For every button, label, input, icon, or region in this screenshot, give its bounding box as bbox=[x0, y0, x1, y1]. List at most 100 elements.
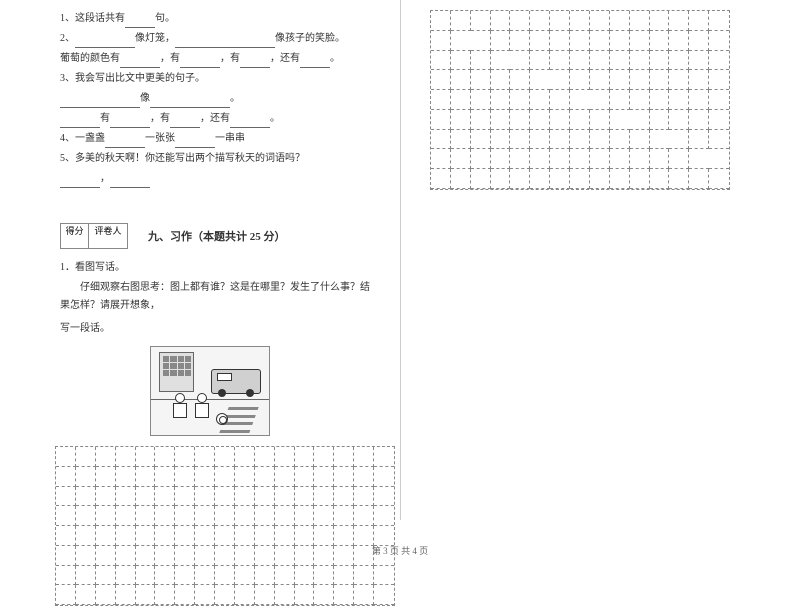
blank bbox=[75, 36, 135, 48]
grid-cell bbox=[451, 110, 471, 130]
grid-cell bbox=[431, 31, 451, 51]
grid-cell bbox=[215, 487, 235, 507]
grid-cell bbox=[610, 169, 630, 189]
q1-before: 这段话共有 bbox=[75, 13, 125, 24]
grid-cell bbox=[669, 130, 689, 150]
q3-l3e: 。 bbox=[270, 113, 280, 124]
grid-cell bbox=[689, 70, 709, 90]
grid-cell bbox=[155, 566, 175, 586]
grid-cell bbox=[491, 31, 511, 51]
grid-cell bbox=[374, 506, 394, 526]
grid-cell bbox=[630, 90, 650, 110]
child-1 bbox=[171, 393, 189, 423]
q3-l2e: 。 bbox=[230, 93, 240, 104]
grid-cell bbox=[709, 169, 729, 189]
grid-cell bbox=[76, 566, 96, 586]
question-5-line1: 5、多美的秋天啊！你还能写出两个描写秋天的词语吗？ bbox=[60, 150, 370, 168]
grid-cell bbox=[570, 169, 590, 189]
q2-p1: 像灯笼， bbox=[135, 33, 175, 44]
grid-cell bbox=[354, 566, 374, 586]
grid-cell bbox=[295, 585, 315, 605]
q2-p2: 像孩子的笑脸。 bbox=[275, 33, 345, 44]
grid-cell bbox=[650, 90, 670, 110]
car-window bbox=[217, 373, 232, 381]
grid-cell bbox=[195, 467, 215, 487]
grid-cell bbox=[610, 110, 630, 130]
grid-cell bbox=[155, 447, 175, 467]
grid-cell bbox=[570, 130, 590, 150]
grid-cell bbox=[215, 467, 235, 487]
grid-cell bbox=[255, 467, 275, 487]
grid-cell bbox=[314, 585, 334, 605]
grid-cell bbox=[491, 110, 511, 130]
grid-cell bbox=[96, 487, 116, 507]
grid-cell bbox=[374, 487, 394, 507]
grid-cell bbox=[136, 487, 156, 507]
grid-cell bbox=[334, 566, 354, 586]
grid-cell bbox=[471, 51, 491, 71]
grid-cell bbox=[431, 130, 451, 150]
grid-cell bbox=[530, 70, 550, 90]
grid-cell bbox=[510, 130, 530, 150]
composition-instruction-end: 写一段话。 bbox=[60, 320, 370, 338]
grid-cell bbox=[136, 506, 156, 526]
grid-cell bbox=[650, 110, 670, 130]
grid-cell bbox=[136, 467, 156, 487]
grid-cell bbox=[195, 566, 215, 586]
grid-cell bbox=[275, 467, 295, 487]
grid-cell bbox=[669, 11, 689, 31]
score-box: 得分 评卷人 bbox=[60, 223, 128, 249]
q5-s: ， bbox=[100, 173, 110, 184]
grid-cell bbox=[689, 11, 709, 31]
right-column bbox=[400, 0, 800, 565]
grid-cell bbox=[709, 31, 729, 51]
grid-cell bbox=[491, 149, 511, 169]
illustration bbox=[150, 346, 270, 436]
grid-cell bbox=[116, 506, 136, 526]
grid-cell bbox=[295, 526, 315, 546]
grid-cell bbox=[650, 149, 670, 169]
grid-cell bbox=[175, 487, 195, 507]
grid-cell bbox=[491, 90, 511, 110]
grid-cell bbox=[96, 447, 116, 467]
q4-num: 4、 bbox=[60, 133, 75, 144]
q3-l3p: 有 bbox=[100, 113, 110, 124]
q2-s2: ，有 bbox=[220, 53, 240, 64]
grid-cell bbox=[590, 90, 610, 110]
car-wheel bbox=[218, 389, 226, 397]
body bbox=[195, 403, 209, 418]
grid-cell bbox=[510, 70, 530, 90]
grid-cell bbox=[431, 110, 451, 130]
writing-grid-left bbox=[55, 446, 395, 606]
grid-cell bbox=[709, 11, 729, 31]
grid-cell bbox=[314, 467, 334, 487]
building bbox=[159, 352, 194, 392]
grid-cell bbox=[491, 70, 511, 90]
grid-cell bbox=[215, 585, 235, 605]
grid-cell bbox=[235, 526, 255, 546]
grid-cell bbox=[491, 11, 511, 31]
grid-cell bbox=[56, 467, 76, 487]
question-2-line1: 2、像灯笼，像孩子的笑脸。 bbox=[60, 30, 370, 48]
blank bbox=[125, 16, 155, 28]
q5-t: 多美的秋天啊！你还能写出两个描写秋天的词语吗？ bbox=[75, 153, 305, 164]
grid-cell bbox=[689, 51, 709, 71]
grid-cell bbox=[650, 51, 670, 71]
grid-cell bbox=[550, 90, 570, 110]
grid-cell bbox=[530, 90, 550, 110]
grid-cell bbox=[590, 51, 610, 71]
grid-cell bbox=[510, 31, 530, 51]
grid-cell bbox=[610, 11, 630, 31]
grid-cell bbox=[96, 467, 116, 487]
grid-cell bbox=[630, 169, 650, 189]
grid-cell bbox=[155, 487, 175, 507]
grid-cell bbox=[314, 566, 334, 586]
grid-cell bbox=[354, 585, 374, 605]
car-wheel bbox=[246, 389, 254, 397]
grid-cell bbox=[590, 11, 610, 31]
grid-cell bbox=[530, 31, 550, 51]
grid-cell bbox=[314, 447, 334, 467]
grid-cell bbox=[451, 70, 471, 90]
grid-cell bbox=[96, 585, 116, 605]
grid-cell bbox=[295, 487, 315, 507]
